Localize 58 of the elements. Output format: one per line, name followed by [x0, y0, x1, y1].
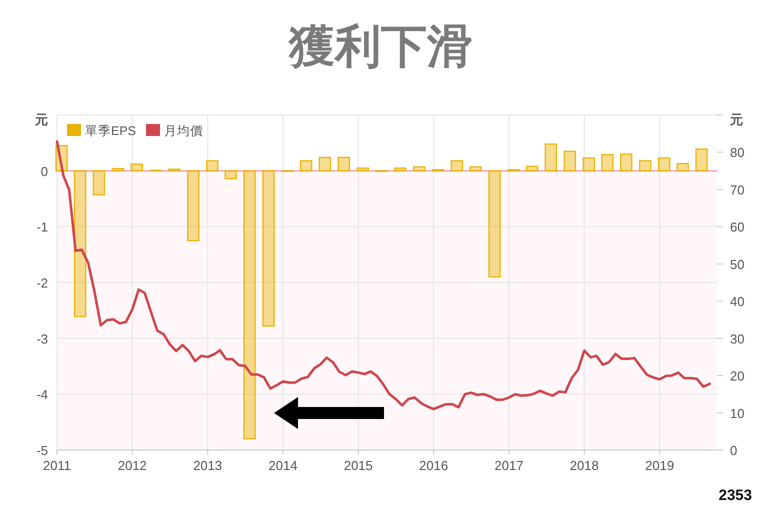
bar [601, 154, 614, 172]
bar [243, 170, 256, 440]
y2-tick-label: 60 [730, 220, 744, 235]
bar [112, 168, 124, 172]
y-tick-label: -5 [36, 443, 48, 458]
bar [224, 170, 237, 180]
x-tick-label: 2013 [193, 458, 222, 473]
y-axis-title: 元 [34, 112, 48, 127]
y-tick-label: -1 [36, 220, 48, 235]
y2-tick-label: 20 [730, 368, 744, 384]
bar [318, 156, 332, 172]
bar [639, 160, 652, 172]
y2-tick-label: 10 [730, 406, 744, 421]
x-tick-label: 2016 [419, 458, 448, 473]
x-tick-label: 2014 [268, 458, 298, 473]
chart-title: 獲利下滑 [288, 20, 473, 72]
legend-label: 月均價 [164, 124, 204, 138]
y2-tick-label: 30 [730, 331, 744, 346]
bar [356, 167, 370, 172]
y2-axis-title: 元 [729, 112, 743, 127]
x-tick-label: 2015 [344, 458, 373, 473]
y-tick-label: -3 [36, 331, 48, 346]
bar [92, 170, 106, 196]
x-tick-label: 2012 [118, 458, 147, 473]
y2-tick-label: 80 [730, 145, 744, 160]
y2-tick-label: 50 [730, 256, 744, 272]
x-tick-label: 2017 [494, 458, 524, 473]
bar [187, 170, 200, 242]
legend-label: 單季EPS [85, 124, 136, 138]
bar [658, 157, 670, 172]
bar [300, 160, 312, 172]
y2-tick-label: 70 [730, 182, 744, 198]
y2-tick-label: 0 [730, 443, 738, 458]
y-tick-label: -4 [36, 387, 48, 402]
y2-tick-label: 40 [730, 294, 744, 310]
bar [582, 157, 596, 172]
x-tick-label: 2018 [570, 458, 599, 473]
bar [544, 143, 558, 172]
bar [450, 160, 464, 172]
bar [526, 166, 538, 172]
bar [262, 170, 275, 327]
bar [74, 170, 86, 318]
text: 2353 [718, 487, 752, 504]
bar [564, 150, 576, 172]
bar [695, 148, 708, 172]
bar [206, 160, 218, 172]
bar [620, 153, 632, 172]
y-tick-label: 0 [40, 164, 48, 179]
bar [676, 162, 689, 172]
x-tick-label: 2019 [645, 458, 674, 473]
bar [488, 170, 501, 278]
bar [130, 164, 144, 172]
x-tick-label: 2011 [43, 458, 71, 473]
bar [394, 167, 406, 172]
y-tick-label: -2 [36, 276, 48, 290]
bar [413, 166, 426, 172]
bar [469, 166, 482, 172]
bar [338, 156, 350, 172]
